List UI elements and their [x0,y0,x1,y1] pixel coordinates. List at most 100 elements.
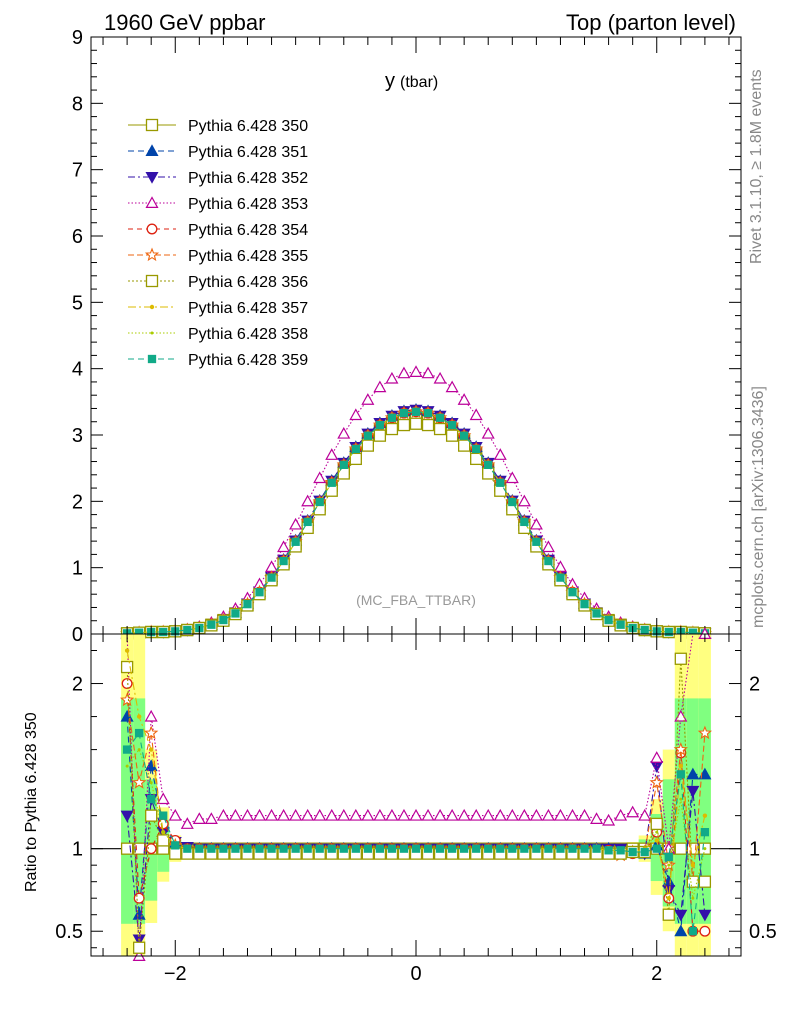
ratio-band-group [121,634,711,956]
ratio-point [457,808,471,821]
data-point [520,517,529,527]
legend-item: Pythia 6.428 351 [128,144,308,161]
ratio-point [472,844,481,853]
data-point [664,627,673,637]
ratio-point [649,775,664,789]
data-point [337,426,351,439]
ratio-point [156,792,170,805]
legend-marker [145,274,159,288]
ratio-ticks-group: 0.5 0.5 1 1 2 2 −2 0 2 [55,634,777,985]
ratio-point [541,808,555,821]
ratio-series-8 [124,648,708,901]
ratio-point [183,844,192,853]
data-point [207,620,216,629]
data-point [327,478,336,487]
ratio-point [698,875,712,888]
ratio-point [207,844,216,853]
ratio-point [697,725,713,740]
legend-item: Pythia 6.428 356 [128,274,308,291]
data-point [267,573,276,582]
data-point [291,537,300,546]
ratio-point [204,812,218,824]
uncertainty-band-inner [698,698,711,924]
data-point [640,625,649,635]
legend-item: Pythia 6.428 353 [128,196,308,213]
ratio-point [240,808,255,821]
ratio-series-line [126,683,705,932]
ratio-y-tick-label-right: 2 [749,674,760,696]
ratio-series-line [126,650,706,899]
ratio-point [373,808,387,821]
x-tick-label: 0 [410,963,421,985]
ratio-point [496,844,505,853]
ratio-point [120,692,135,707]
ratio-point [703,847,707,851]
ratio-point [313,808,327,821]
ratio-point [676,770,685,779]
data-point [508,497,517,507]
ratio-point [529,808,543,821]
ratio-point [131,775,147,789]
ratio-point [148,747,154,752]
x-tick-label: −2 [164,963,187,985]
data-point [482,467,495,480]
ratio-point [650,761,664,773]
ratio-point [387,844,397,853]
ratio-point [484,844,493,853]
data-point [496,478,505,487]
data-point [361,439,375,452]
ratio-point [216,808,230,821]
data-point [445,380,459,393]
ratio-point [171,841,180,850]
data-point [397,418,411,432]
data-point [375,420,385,430]
data-point [385,422,399,436]
ratio-point [520,844,529,853]
legend-label: Pythia 6.428 356 [188,274,308,291]
ratio-point [301,808,315,821]
ratio-series-5 [121,678,711,937]
ratio-series-line [126,658,705,948]
data-point [421,366,435,379]
ratio-point [267,844,276,853]
ratio-point [640,847,649,857]
data-point [505,471,519,484]
ratio-point [702,813,708,818]
ratio-point [667,863,671,867]
ratio-point [580,844,589,853]
ratio-point [397,808,411,821]
data-point [361,393,375,405]
legend-label: Pythia 6.428 352 [188,170,308,187]
ratio-point [231,844,240,853]
ratio-point [674,652,687,665]
ratio-point [265,808,279,821]
legend-label: Pythia 6.428 355 [188,248,308,265]
ratio-point [666,896,671,901]
y-tick-label: 7 [72,160,83,182]
y-tick-label: 1 [72,558,83,580]
ratio-point [149,781,153,785]
ratio-point [532,844,541,853]
ratio-point [124,648,130,653]
main-ticks-group: 0 1 2 3 4 5 6 7 8 9 [72,27,741,646]
legend-item: Pythia 6.428 354 [128,222,308,239]
ratio-point [144,709,158,722]
data-point [349,452,362,466]
data-point [470,452,483,466]
data-point [445,429,459,442]
ratio-point [122,745,132,754]
legend-item: Pythia 6.428 350 [128,118,308,135]
ratio-point [664,852,673,862]
ratio-point [121,678,133,689]
ratio-point [157,818,169,830]
ratio-plot-frame [90,633,742,957]
ratio-point [120,842,134,855]
ratio-point [662,884,676,897]
ratio-point [134,728,144,738]
legend-label: Pythia 6.428 351 [188,144,308,161]
ratio-point [363,844,373,853]
y-tick-label: 4 [72,359,83,381]
ratio-point [556,844,565,853]
ratio-point [698,909,712,922]
ratio-point [679,797,683,801]
